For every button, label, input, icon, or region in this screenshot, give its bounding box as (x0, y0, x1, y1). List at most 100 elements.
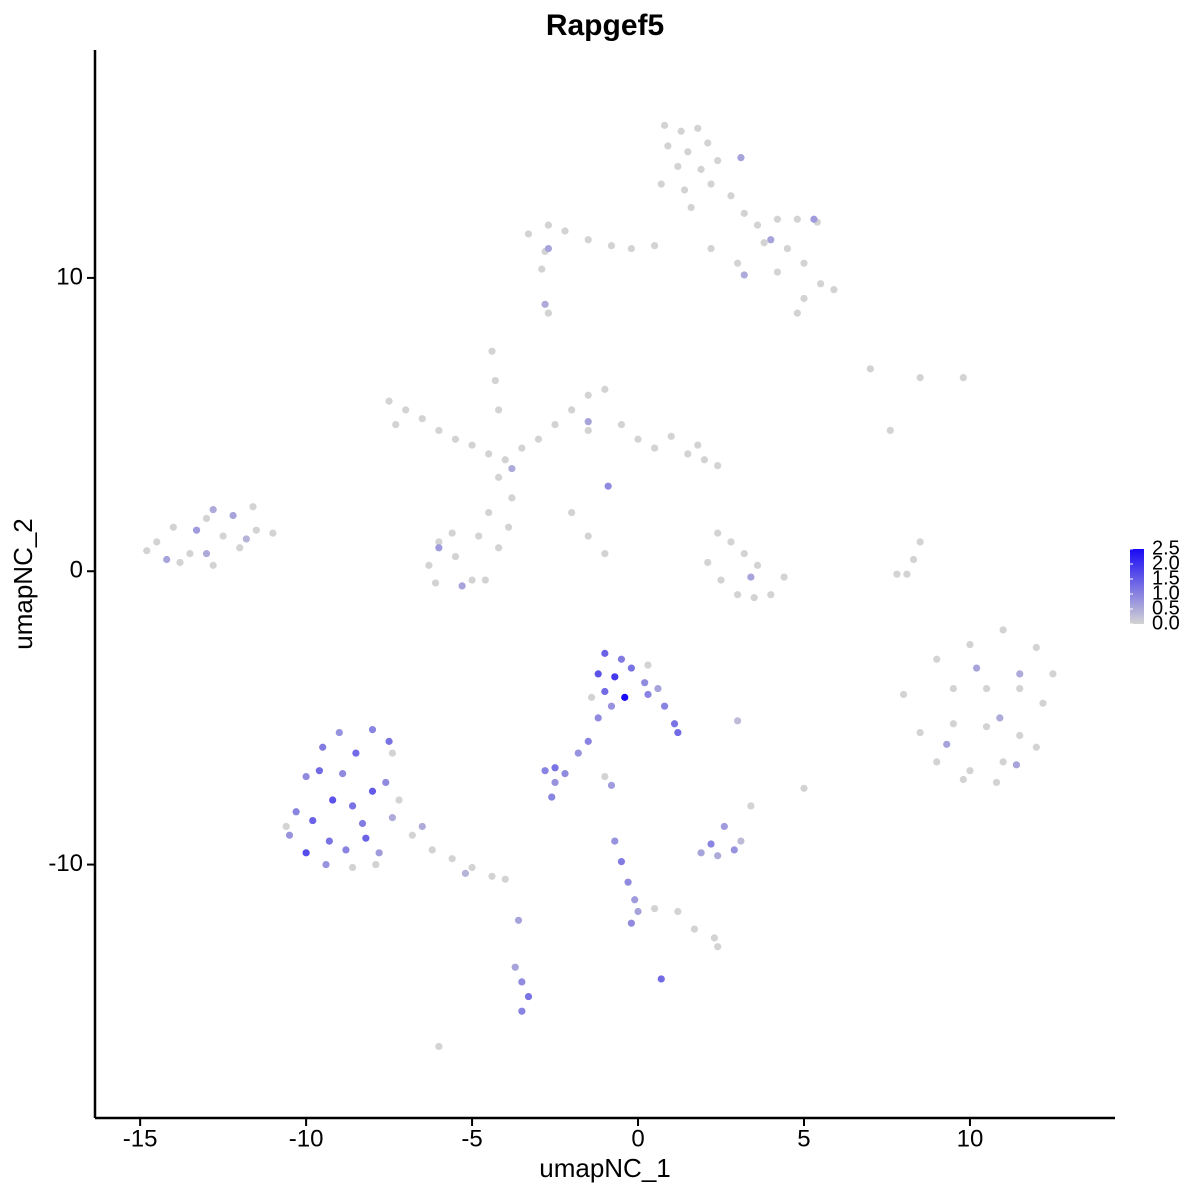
point (727, 192, 735, 200)
point (302, 772, 310, 781)
point (621, 693, 629, 701)
point (594, 714, 602, 722)
point (153, 538, 161, 546)
colorbar-label: 1.0 (1152, 582, 1180, 604)
point (909, 555, 918, 564)
point (651, 904, 659, 913)
point (435, 544, 443, 552)
point (773, 215, 782, 223)
point (325, 837, 333, 845)
point (966, 640, 974, 649)
point (740, 550, 748, 558)
point (358, 819, 367, 828)
point (418, 415, 426, 423)
point (866, 365, 874, 373)
point (501, 875, 509, 883)
point (339, 770, 347, 778)
point (677, 127, 685, 135)
point (664, 142, 672, 150)
point (687, 203, 695, 212)
point (209, 506, 217, 514)
colorbar-label: 0.0 (1152, 612, 1180, 634)
point (617, 858, 626, 866)
point (793, 215, 801, 223)
x-axis-label: umapNC_1 (539, 1153, 671, 1183)
point (959, 775, 967, 784)
point (418, 822, 426, 831)
point (352, 749, 360, 757)
point (491, 376, 499, 385)
point (933, 655, 941, 663)
point (385, 737, 393, 745)
point (999, 626, 1007, 634)
point (551, 420, 559, 429)
point (710, 934, 718, 942)
point (714, 852, 722, 860)
points (143, 121, 1057, 1051)
point (508, 494, 516, 502)
point (753, 221, 762, 229)
point (697, 165, 705, 173)
point (727, 538, 735, 546)
point (594, 670, 602, 678)
point (501, 456, 509, 464)
point (375, 849, 383, 857)
point (252, 526, 260, 534)
point (893, 570, 901, 578)
point (660, 121, 669, 129)
point (707, 180, 715, 188)
point (388, 749, 397, 757)
point (810, 215, 818, 223)
point (714, 943, 722, 951)
point (996, 714, 1004, 722)
x-tick-label: -5 (461, 1125, 482, 1152)
point (302, 849, 310, 857)
x-tick-label: 10 (957, 1125, 984, 1152)
point (903, 570, 911, 578)
point (342, 846, 350, 854)
point (561, 227, 569, 235)
point (551, 764, 559, 772)
point (601, 649, 609, 657)
point (644, 661, 652, 669)
point (767, 236, 775, 244)
point (468, 863, 476, 872)
point (348, 802, 357, 810)
point (886, 426, 894, 435)
point (548, 793, 556, 801)
point (916, 728, 924, 737)
point (783, 244, 791, 253)
point (667, 432, 675, 440)
point (734, 591, 742, 599)
point (607, 781, 616, 789)
point (714, 529, 722, 537)
point (488, 872, 496, 880)
point (972, 664, 981, 672)
point (740, 209, 748, 217)
point (382, 778, 390, 787)
point (704, 558, 712, 567)
point (959, 374, 967, 382)
point (488, 347, 496, 355)
point (584, 737, 592, 745)
point (584, 391, 592, 399)
point (192, 526, 201, 534)
point (163, 555, 171, 564)
point (249, 503, 257, 511)
point (504, 523, 513, 531)
point (448, 855, 456, 863)
point (753, 561, 762, 569)
point (514, 916, 523, 924)
point (242, 535, 250, 543)
point (601, 772, 609, 781)
x-tick-label: -10 (289, 1125, 324, 1152)
point (534, 435, 543, 443)
point (425, 561, 433, 569)
point (561, 770, 569, 778)
point (644, 690, 652, 699)
point (236, 544, 244, 552)
point (704, 139, 712, 147)
point (541, 300, 549, 308)
point (999, 758, 1007, 766)
